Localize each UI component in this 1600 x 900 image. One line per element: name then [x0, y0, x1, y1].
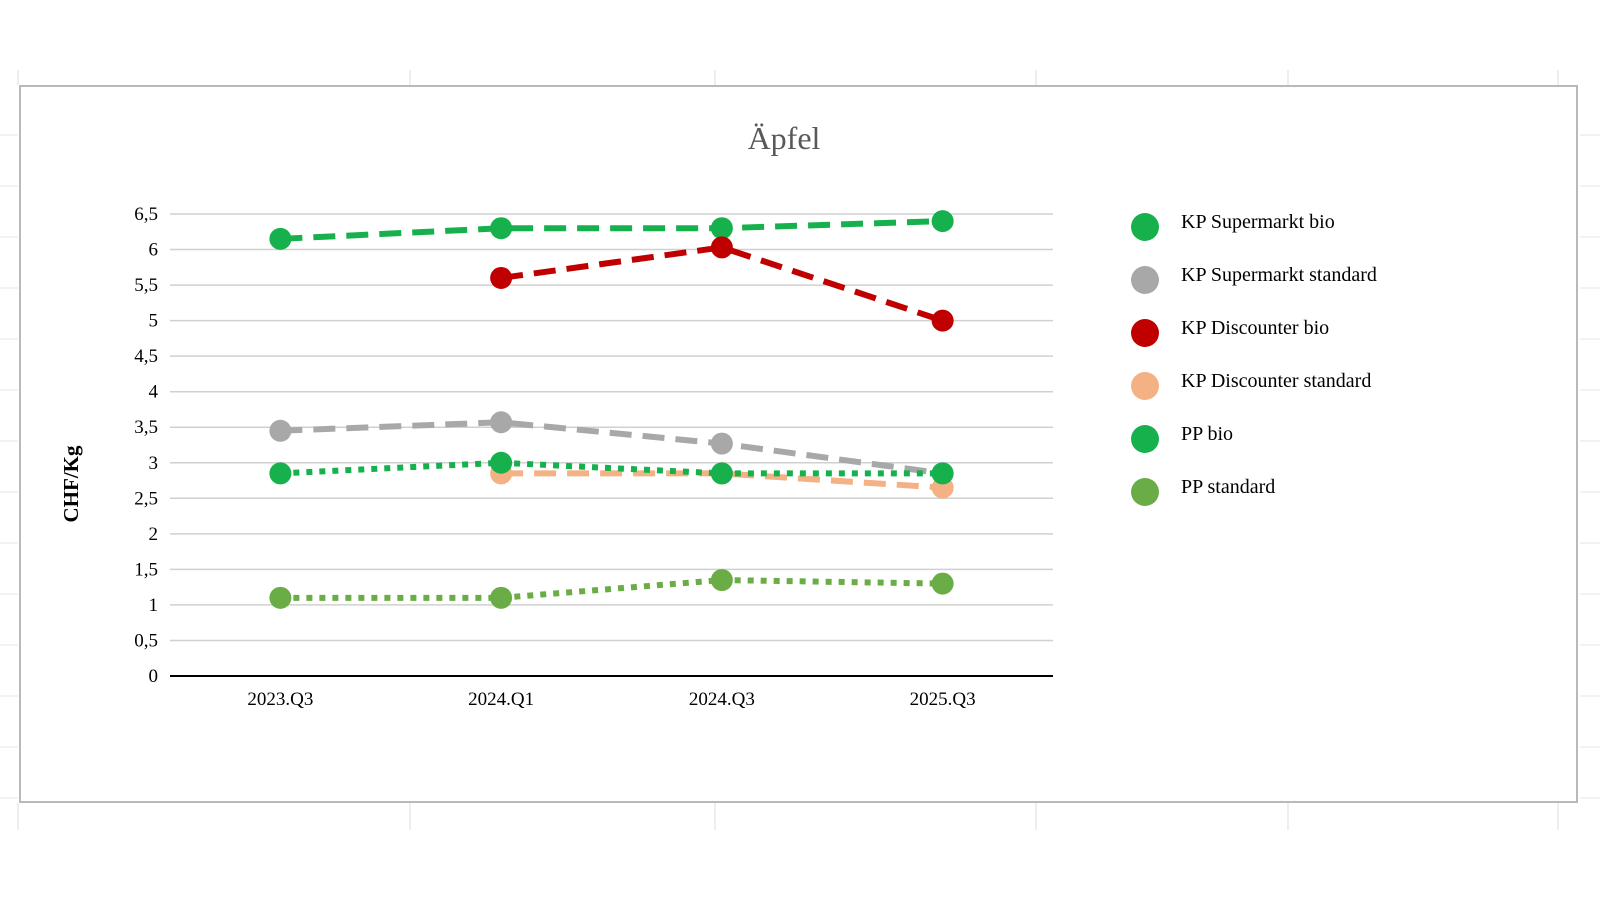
y-tick-label: 1: [149, 595, 159, 616]
data-point: [269, 586, 292, 609]
legend-label: KP Supermarkt bio: [1181, 211, 1335, 233]
data-point: [710, 217, 733, 240]
chart-title: Äpfel: [748, 120, 821, 156]
data-point: [931, 309, 954, 332]
data-point: [269, 462, 292, 485]
series-line: [280, 577, 943, 601]
legend-marker: [1131, 266, 1159, 294]
legend: KP Supermarkt bio KP Supermarkt standard K…: [1131, 211, 1377, 506]
y-tick-label: 4,5: [134, 346, 158, 367]
series-0: [269, 210, 954, 250]
legend-item: KP Discounter bio: [1131, 317, 1329, 347]
y-tick-label: 5: [149, 311, 159, 332]
series-line: [500, 244, 944, 324]
legend-item: PP bio: [1131, 423, 1233, 453]
gridlines: [170, 213, 1053, 677]
legend-label: PP bio: [1181, 423, 1233, 445]
series-2: [490, 236, 954, 332]
chart-container[interactable]: Äpfel CHF/Kg 0 0,5 1 1,5 2 2,5 3 3,5 4 4,5 5 5,5 6 6,…: [19, 85, 1578, 803]
data-point: [710, 462, 733, 485]
legend-label: KP Discounter bio: [1181, 317, 1329, 339]
y-axis-ticks: 0 0,5 1 1,5 2 2,5 3 3,5 4 4,5 5 5,5 6 6,5: [134, 204, 158, 687]
y-tick-label: 1,5: [134, 559, 158, 580]
legend-marker: [1131, 319, 1159, 347]
data-point: [490, 586, 513, 609]
legend-marker: [1131, 213, 1159, 241]
data-point: [490, 411, 513, 434]
y-tick-label: 2,5: [134, 488, 158, 509]
data-point: [710, 569, 733, 592]
legend-item: PP standard: [1131, 476, 1275, 506]
data-point: [490, 217, 513, 240]
y-tick-label: 3,5: [134, 417, 158, 438]
data-point: [710, 236, 733, 259]
y-tick-label: 0: [149, 666, 159, 687]
x-tick-label: 2023.Q3: [247, 689, 313, 710]
series-lines: [269, 210, 954, 609]
series-line: [280, 419, 944, 477]
series-line: [280, 218, 943, 242]
data-point: [269, 419, 292, 442]
legend-label: PP standard: [1181, 476, 1275, 498]
y-tick-label: 6: [149, 240, 159, 261]
data-point: [490, 451, 513, 474]
data-point: [931, 462, 954, 485]
series-5: [269, 569, 954, 609]
data-point: [710, 432, 733, 455]
y-tick-label: 3: [149, 453, 159, 474]
y-axis-label: CHF/Kg: [59, 445, 83, 522]
legend-item: KP Discounter standard: [1131, 370, 1371, 400]
x-tick-label: 2024.Q3: [689, 689, 755, 710]
x-tick-label: 2025.Q3: [910, 689, 976, 710]
data-point: [931, 210, 954, 233]
y-tick-label: 2: [149, 524, 159, 545]
data-point: [269, 227, 292, 250]
y-tick-label: 5,5: [134, 275, 158, 296]
y-tick-label: 4: [149, 382, 159, 403]
y-tick-label: 0,5: [134, 630, 158, 651]
series-line: [501, 470, 943, 491]
x-axis-ticks: 2023.Q3 2024.Q1 2024.Q3 2025.Q3: [247, 689, 975, 710]
legend-label: KP Discounter standard: [1181, 370, 1371, 392]
data-point: [931, 572, 954, 595]
legend-item: KP Supermarkt bio: [1131, 211, 1335, 241]
legend-item: KP Supermarkt standard: [1131, 264, 1377, 294]
y-tick-label: 6,5: [134, 204, 158, 225]
legend-marker: [1131, 425, 1159, 453]
series-4: [269, 451, 954, 485]
data-point: [490, 266, 513, 289]
x-tick-label: 2024.Q1: [468, 689, 534, 710]
legend-marker: [1131, 372, 1159, 400]
legend-label: KP Supermarkt standard: [1181, 264, 1377, 286]
legend-marker: [1131, 478, 1159, 506]
line-chart: Äpfel CHF/Kg 0 0,5 1 1,5 2 2,5 3 3,5 4 4,5 5 5,5 6 6,…: [59, 120, 1377, 710]
